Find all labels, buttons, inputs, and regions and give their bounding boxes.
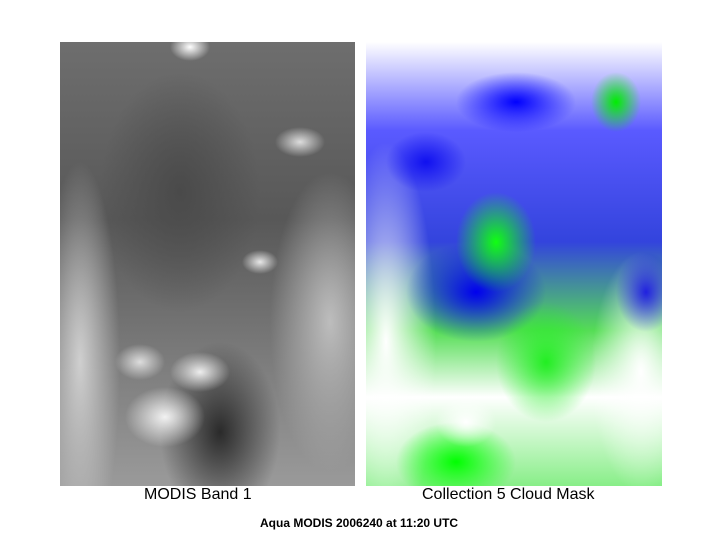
footer-caption: Aqua MODIS 2006240 at 11:20 UTC: [260, 516, 459, 530]
cloud-mask-image: [366, 42, 662, 486]
band1-caption: MODIS Band 1: [144, 486, 252, 503]
modis-band1-image: [60, 42, 355, 486]
cloud-mask-caption: Collection 5 Cloud Mask: [422, 486, 595, 503]
